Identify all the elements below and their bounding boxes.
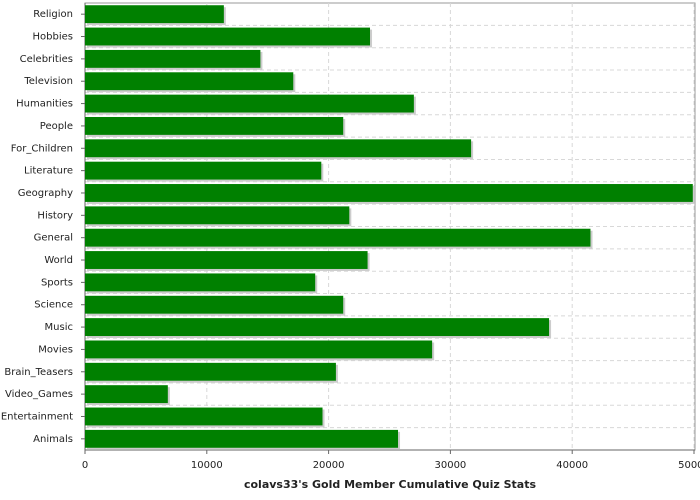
y-tick-label: General (34, 233, 73, 244)
y-tick-label: Sports (41, 277, 73, 288)
y-tick-label: Brain_Teasers (4, 367, 73, 378)
y-tick-label: Geography (18, 188, 73, 199)
y-tick-label: Science (34, 300, 73, 311)
y-tick-label: Literature (24, 166, 73, 177)
bar (85, 295, 344, 314)
bar (85, 228, 591, 247)
y-tick-label: Movies (38, 344, 73, 355)
bar (85, 161, 322, 180)
bar (85, 407, 323, 426)
x-tick-label: 40000 (556, 460, 588, 471)
bar (85, 72, 294, 91)
bar (85, 116, 344, 135)
x-tick-label: 50000 (678, 460, 700, 471)
bar (85, 184, 693, 202)
bar (85, 273, 316, 292)
y-tick-label: People (40, 121, 73, 132)
bar (85, 340, 433, 359)
bar (85, 139, 472, 158)
bar (85, 251, 368, 269)
chart-title: colavs33's Gold Member Cumulative Quiz S… (244, 478, 536, 491)
y-tick-label: Hobbies (33, 32, 73, 43)
y-tick-label: Entertainment (1, 411, 73, 422)
bar (85, 94, 414, 113)
y-tick-label: For_Children (11, 143, 73, 154)
y-tick-label: Video_Games (5, 389, 73, 400)
y-tick-label: World (44, 255, 73, 266)
y-tick-label: History (37, 210, 73, 221)
x-tick-label: 0 (82, 460, 88, 471)
y-tick-label: Music (45, 322, 73, 333)
bar (85, 385, 168, 404)
bar (85, 27, 371, 46)
y-tick-label: Television (23, 76, 73, 87)
bar (85, 362, 336, 381)
bar (85, 5, 224, 24)
y-tick-label: Religion (33, 9, 73, 20)
bar (85, 318, 550, 337)
bar (85, 206, 350, 225)
y-tick-label: Celebrities (20, 54, 73, 65)
x-tick-label: 30000 (434, 460, 466, 471)
bar (85, 429, 399, 448)
x-tick-label: 20000 (313, 460, 345, 471)
bar (85, 49, 261, 68)
y-tick-label: Animals (33, 434, 73, 445)
y-tick-label: Humanities (16, 99, 73, 110)
x-tick-label: 10000 (191, 460, 223, 471)
